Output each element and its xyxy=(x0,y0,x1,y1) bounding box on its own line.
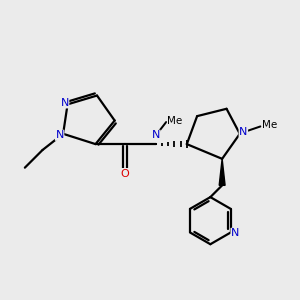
Text: Me: Me xyxy=(262,120,278,130)
Text: Me: Me xyxy=(167,116,183,126)
Text: N: N xyxy=(152,130,160,140)
Text: N: N xyxy=(239,127,248,137)
Text: N: N xyxy=(231,228,239,238)
Polygon shape xyxy=(219,159,225,185)
Text: N: N xyxy=(60,98,69,108)
Text: O: O xyxy=(121,169,129,178)
Text: N: N xyxy=(56,130,64,140)
